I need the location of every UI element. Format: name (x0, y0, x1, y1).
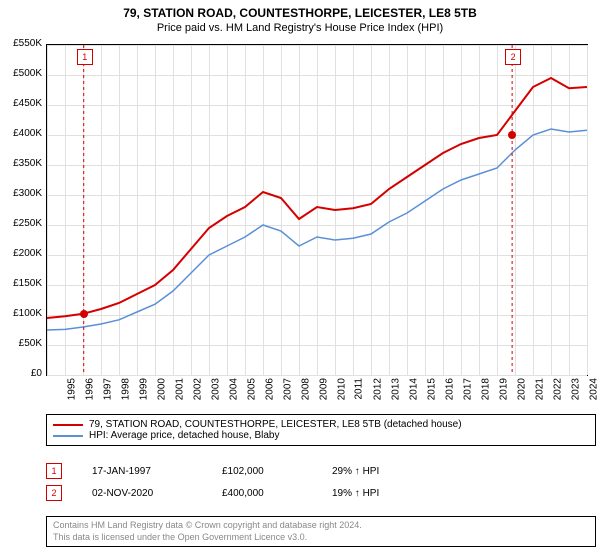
y-axis-label: £550K (2, 38, 42, 49)
sale-hpi-diff: 19% ↑ HPI (332, 488, 379, 499)
x-axis-label: 2010 (336, 378, 347, 400)
x-axis-label: 2011 (354, 378, 365, 400)
x-axis-label: 2013 (390, 378, 401, 400)
y-axis-label: £450K (2, 98, 42, 109)
footer-line-1: Contains HM Land Registry data © Crown c… (53, 520, 589, 532)
x-axis-label: 1996 (84, 378, 95, 400)
x-axis-label: 2008 (300, 378, 311, 400)
legend-swatch (53, 435, 83, 437)
x-axis-label: 2019 (498, 378, 509, 400)
y-axis-label: £400K (2, 128, 42, 139)
legend-label: 79, STATION ROAD, COUNTESTHORPE, LEICEST… (89, 419, 462, 430)
x-axis-label: 2024 (588, 378, 599, 400)
x-axis-label: 2022 (552, 378, 563, 400)
marker-dot (80, 310, 88, 318)
x-axis-label: 2016 (444, 378, 455, 400)
legend-box: 79, STATION ROAD, COUNTESTHORPE, LEICEST… (46, 414, 596, 446)
gridline-vertical (587, 45, 588, 375)
x-axis-label: 2002 (192, 378, 203, 400)
x-axis-label: 2021 (534, 378, 545, 400)
legend-row: 79, STATION ROAD, COUNTESTHORPE, LEICEST… (53, 419, 589, 430)
gridline-horizontal (47, 375, 587, 376)
page-title: 79, STATION ROAD, COUNTESTHORPE, LEICEST… (0, 0, 600, 20)
marker-box: 1 (77, 49, 93, 65)
x-axis-label: 1997 (102, 378, 113, 400)
x-axis-label: 2012 (372, 378, 383, 400)
sale-date: 17-JAN-1997 (92, 466, 192, 477)
sale-price: £102,000 (222, 466, 302, 477)
x-axis-label: 2009 (318, 378, 329, 400)
y-axis-label: £300K (2, 188, 42, 199)
x-axis-label: 2004 (228, 378, 239, 400)
legend-row: HPI: Average price, detached house, Blab… (53, 430, 589, 441)
x-axis-label: 2007 (282, 378, 293, 400)
y-axis-label: £350K (2, 158, 42, 169)
sale-hpi-diff: 29% ↑ HPI (332, 466, 379, 477)
chart-svg (47, 45, 587, 375)
x-axis-label: 2014 (408, 378, 419, 400)
y-axis-label: £0 (2, 368, 42, 379)
x-axis-label: 1998 (120, 378, 131, 400)
x-axis-label: 1999 (138, 378, 149, 400)
legend-label: HPI: Average price, detached house, Blab… (89, 430, 280, 441)
footer-line-2: This data is licensed under the Open Gov… (53, 532, 589, 544)
chart-container: 79, STATION ROAD, COUNTESTHORPE, LEICEST… (0, 0, 600, 560)
x-axis-label: 2005 (246, 378, 257, 400)
y-axis-label: £200K (2, 248, 42, 259)
sale-marker-box: 1 (46, 463, 62, 479)
sale-row: 2 02-NOV-2020 £400,000 19% ↑ HPI (46, 482, 379, 504)
marker-box: 2 (505, 49, 521, 65)
sale-marker-box: 2 (46, 485, 62, 501)
sale-row: 1 17-JAN-1997 £102,000 29% ↑ HPI (46, 460, 379, 482)
sale-price: £400,000 (222, 488, 302, 499)
x-axis-label: 2003 (210, 378, 221, 400)
x-axis-label: 2023 (570, 378, 581, 400)
y-axis-label: £150K (2, 278, 42, 289)
x-axis-label: 2001 (174, 378, 185, 400)
x-axis-label: 2020 (516, 378, 527, 400)
footer-attribution: Contains HM Land Registry data © Crown c… (46, 516, 596, 547)
y-axis-label: £50K (2, 338, 42, 349)
price-paid-line (47, 78, 587, 318)
hpi-line (47, 129, 587, 330)
sale-date: 02-NOV-2020 (92, 488, 192, 499)
x-axis-label: 2006 (264, 378, 275, 400)
x-axis-label: 2018 (480, 378, 491, 400)
x-axis-label: 2015 (426, 378, 437, 400)
x-axis-label: 2000 (156, 378, 167, 400)
y-axis-label: £250K (2, 218, 42, 229)
sales-table: 1 17-JAN-1997 £102,000 29% ↑ HPI 2 02-NOV-202… (46, 460, 379, 504)
x-axis-label: 1995 (66, 378, 77, 400)
y-axis-label: £100K (2, 308, 42, 319)
legend-swatch (53, 424, 83, 426)
chart-plot-area: 12 (46, 44, 588, 376)
x-axis-label: 2017 (462, 378, 473, 400)
page-subtitle: Price paid vs. HM Land Registry's House … (0, 20, 600, 34)
y-axis-label: £500K (2, 68, 42, 79)
